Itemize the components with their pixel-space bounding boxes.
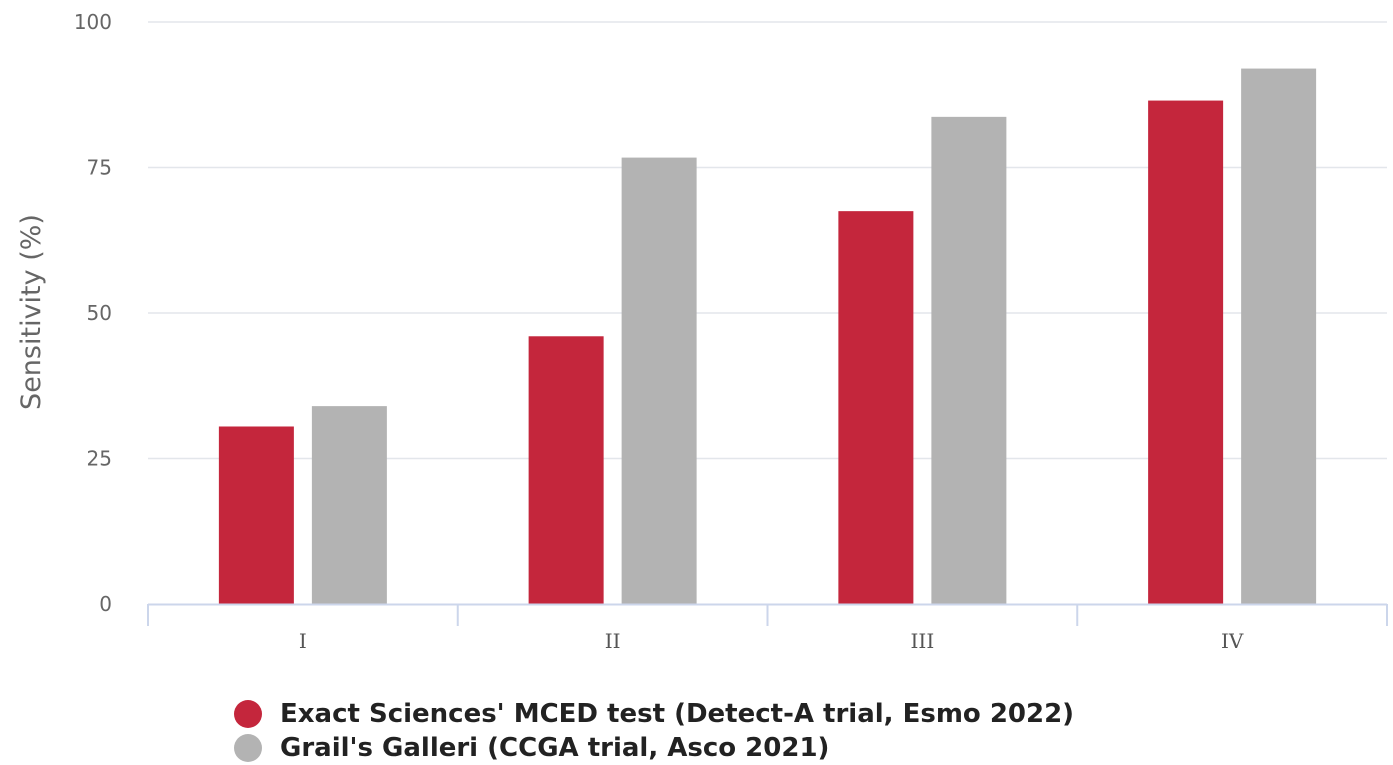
y-tick-label-50: 50	[87, 301, 112, 325]
x-tick-label-II: II	[605, 629, 621, 653]
legend-item-grail[interactable]: Grail's Galleri (CCGA trial, Asco 2021)	[234, 731, 1074, 765]
y-axis-ticks: 0 25 50 75 100	[74, 10, 112, 616]
legend-marker-exact-sciences	[234, 700, 262, 728]
bar-series1-III[interactable]	[931, 117, 1006, 604]
y-tick-label-75: 75	[87, 156, 112, 180]
x-tick-label-IV: IV	[1221, 629, 1244, 653]
y-axis-label: Sensitivity (%)	[16, 214, 47, 410]
legend-item-exact-sciences[interactable]: Exact Sciences' MCED test (Detect-A tria…	[234, 697, 1074, 731]
x-tick-label-III: III	[911, 629, 935, 653]
y-tick-label-25: 25	[87, 447, 112, 471]
bar-series1-IV[interactable]	[1241, 69, 1316, 604]
x-tick-label-I: I	[299, 629, 307, 653]
y-tick-label-100: 100	[74, 10, 112, 34]
legend-marker-grail	[234, 734, 262, 762]
bar-series0-IV[interactable]	[1148, 101, 1223, 604]
x-axis: I II III IV	[148, 604, 1387, 653]
bar-series1-II[interactable]	[622, 158, 697, 604]
bar-series0-III[interactable]	[838, 211, 913, 604]
legend: Exact Sciences' MCED test (Detect-A tria…	[234, 697, 1074, 765]
bar-series0-I[interactable]	[219, 426, 294, 604]
legend-label-exact-sciences: Exact Sciences' MCED test (Detect-A tria…	[280, 699, 1074, 729]
y-tick-label-0: 0	[99, 592, 112, 616]
bar-series0-II[interactable]	[529, 336, 604, 604]
legend-label-grail: Grail's Galleri (CCGA trial, Asco 2021)	[280, 733, 829, 763]
bars	[219, 69, 1316, 604]
bar-series1-I[interactable]	[312, 406, 387, 604]
